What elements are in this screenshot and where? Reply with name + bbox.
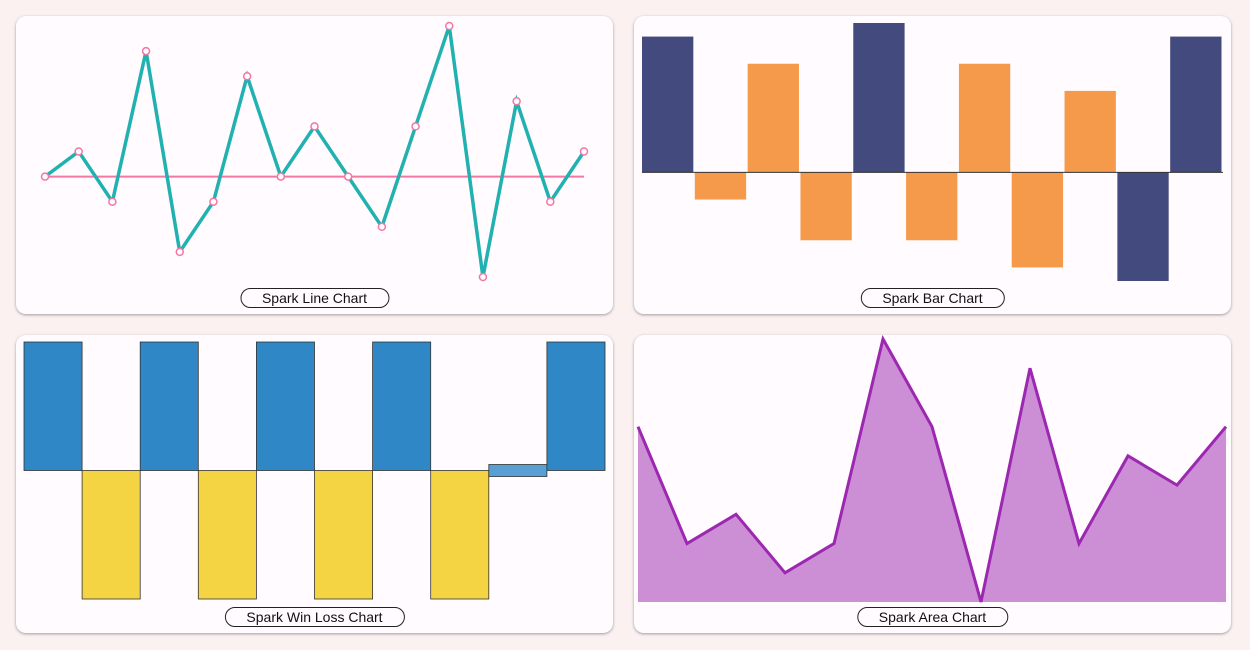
line-point <box>343 172 353 181</box>
bar <box>1064 90 1116 173</box>
loss-bar <box>430 470 490 600</box>
line-point <box>512 97 521 106</box>
line-point <box>445 21 454 31</box>
win-bar <box>255 341 315 471</box>
line-point <box>411 122 420 131</box>
area-line <box>636 335 1228 603</box>
bar <box>694 172 747 200</box>
bar <box>1117 172 1169 281</box>
line-point <box>546 197 555 206</box>
win-bar <box>23 341 83 471</box>
bar <box>958 63 1011 173</box>
bar <box>642 36 694 173</box>
spark-line-chart-label: Spark Line Chart <box>239 288 390 308</box>
tie-bar <box>488 464 548 477</box>
bar <box>1011 172 1064 268</box>
spark-area-chart <box>636 335 1228 603</box>
line-point <box>108 197 117 206</box>
line-point <box>579 147 589 156</box>
win-bar <box>372 341 432 471</box>
line-point <box>310 122 319 131</box>
line-point <box>175 247 184 257</box>
spark-line-card: Spark Line Chart <box>16 16 613 314</box>
bar <box>853 23 905 173</box>
line-point <box>276 172 286 181</box>
spark-win-loss-card: Spark Win Loss Chart <box>16 335 613 633</box>
line-point <box>478 272 488 282</box>
line-point <box>209 197 218 206</box>
line-point <box>40 172 50 181</box>
win-bar <box>546 341 606 471</box>
bar <box>800 172 852 241</box>
bar <box>906 172 958 241</box>
loss-bar <box>197 470 257 600</box>
spark-win-loss-chart-label: Spark Win Loss Chart <box>224 607 405 627</box>
loss-bar <box>314 470 373 600</box>
spark-area-chart-label: Spark Area Chart <box>856 607 1009 627</box>
line-point <box>141 46 151 56</box>
spark-bar-chart-label: Spark Bar Chart <box>860 288 1005 308</box>
spark-win-loss-chart <box>23 341 606 600</box>
line-point <box>74 147 83 156</box>
spark-bar-card: Spark Bar Chart <box>634 16 1231 314</box>
bar <box>1170 36 1222 173</box>
spark-line-chart <box>40 21 589 282</box>
spark-bar-chart <box>642 23 1223 281</box>
loss-bar <box>81 470 141 600</box>
area-fill <box>638 339 1226 602</box>
spark-area-card: Spark Area Chart <box>634 335 1231 633</box>
line-point <box>377 222 387 232</box>
win-bar <box>139 341 199 471</box>
line-point <box>242 71 252 81</box>
bar <box>747 63 799 173</box>
line-series <box>43 25 586 278</box>
